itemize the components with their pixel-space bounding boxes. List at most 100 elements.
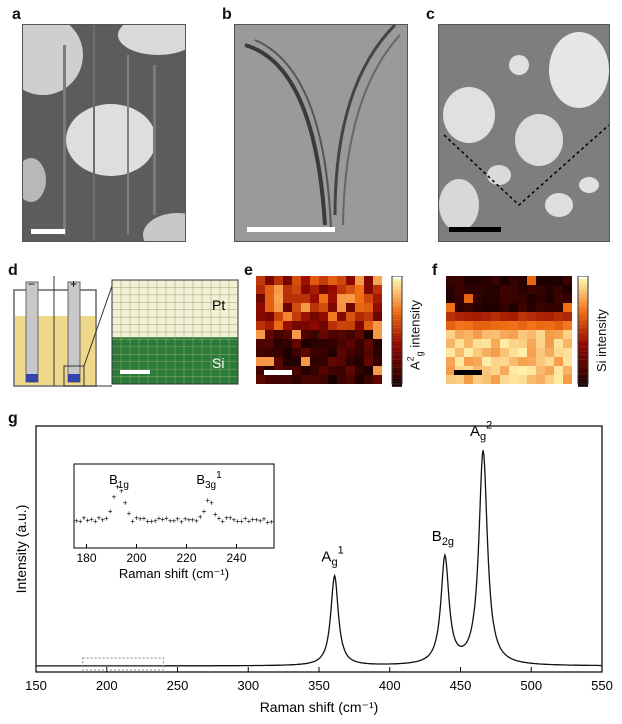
heatmap-e-cell: [319, 357, 328, 366]
colorbar-f-segment: [578, 278, 588, 282]
raman-spectrum-chart: 150 200 250 300 350 400 450 500 550 Raman shift (…: [13, 420, 613, 715]
colorbar-e-segment: [392, 348, 402, 352]
colorbar-f-segment: [578, 332, 588, 336]
heatmap-f-cell: [536, 348, 545, 357]
tem-image-b-drawing: [235, 25, 407, 241]
heatmap-f-cell: [464, 321, 473, 330]
inset-data-point: +: [115, 482, 120, 491]
heatmap-f-cell: [446, 357, 455, 366]
heatmap-f-cell: [482, 330, 491, 339]
heatmap-e-cell: [328, 339, 337, 348]
peak-label-1: B2g: [432, 528, 454, 548]
heatmap-f-cell: [464, 348, 473, 357]
heatmap-e-cell: [274, 303, 283, 312]
heatmap-f-cell: [491, 294, 500, 303]
colorbar-f-segment: [578, 305, 588, 309]
heatmap-f-cell: [446, 294, 455, 303]
colorbar-e-segment: [392, 375, 402, 379]
inset-data-point: +: [164, 514, 169, 523]
heatmap-e-cell: [256, 375, 265, 384]
heatmap-f-cell: [491, 276, 500, 285]
heatmap-e-cell: [364, 321, 373, 330]
tem-image-c: [438, 24, 610, 242]
inset-data-point: +: [74, 516, 79, 525]
label-pt: Pt: [212, 297, 225, 313]
heatmap-f-cell: [446, 366, 455, 375]
colorbar-f-segment: [578, 373, 588, 376]
heatmap-f-cell: [518, 375, 527, 384]
heatmap-e-cell: [337, 375, 346, 384]
heatmap-e-cell: [310, 321, 319, 330]
heatmap-f-cell: [500, 348, 509, 357]
heatmap-f-cell: [545, 312, 554, 321]
inset-data-point: +: [254, 515, 259, 524]
colorbar-label-e: A2g intensity: [406, 299, 425, 370]
heatmap-e-cell: [346, 276, 355, 285]
inset-data-point: +: [217, 514, 222, 523]
heatmap-e-cell: [292, 312, 301, 321]
heatmap-f-cell: [446, 312, 455, 321]
colorbar-f-segment: [578, 303, 588, 306]
colorbar-f-segment: [578, 338, 588, 341]
colorbar-e-segment: [392, 335, 402, 339]
colorbar-f-segment: [578, 311, 588, 314]
scale-bar-a: [31, 229, 65, 234]
heatmap-f-cell: [563, 375, 572, 384]
heatmap-f-cell: [455, 285, 464, 294]
inset-data-point: +: [198, 512, 203, 521]
inset-data-point: +: [179, 518, 184, 527]
inset-data-point: +: [250, 515, 255, 524]
inset-data-point: +: [138, 514, 143, 523]
plus-sign: +: [70, 277, 77, 291]
heatmap-f-cell: [500, 303, 509, 312]
colorbar-e-segment: [392, 294, 402, 298]
colorbar-f-segment: [578, 365, 588, 368]
heatmap-e-cell: [355, 294, 364, 303]
minus-sign: −: [28, 277, 35, 291]
heatmap-f-cell: [464, 294, 473, 303]
colorbar-e-segment: [392, 370, 402, 374]
heatmap-e-cell: [364, 303, 373, 312]
heatmap-f-cell: [464, 285, 473, 294]
heatmap-f-cell: [446, 303, 455, 312]
colorbar-f-segment: [578, 292, 588, 295]
heatmap-f-cell: [563, 294, 572, 303]
heatmap-f-cell: [563, 339, 572, 348]
heatmap-e-cell: [274, 321, 283, 330]
heatmap-f-cell: [482, 366, 491, 375]
colorbar-f-segment: [578, 359, 588, 363]
heatmap-e-cell: [373, 339, 382, 348]
heatmap-e-cell: [364, 312, 373, 321]
heatmap-f-cell: [455, 294, 464, 303]
heatmap-f-cell: [527, 375, 536, 384]
colorbar-e-segment: [392, 357, 402, 360]
heatmap-f-cell: [509, 294, 518, 303]
scale-bar-c: [449, 227, 501, 232]
heatmap-e-cell: [265, 348, 274, 357]
heatmap-f-cell: [518, 357, 527, 366]
heatmap-f-cell: [446, 339, 455, 348]
inset-data-point: +: [228, 514, 233, 523]
y-axis-label: Intensity (a.u.): [13, 505, 29, 594]
colorbar-e-segment: [392, 354, 402, 358]
heatmap-f-cell: [491, 303, 500, 312]
heatmap-e-cell: [373, 348, 382, 357]
colorbar-f: [577, 276, 589, 387]
heatmap-f-cell: [509, 339, 518, 348]
inset-data-point: +: [243, 514, 248, 523]
heatmap-f-cell: [446, 348, 455, 357]
heatmap-f-cell: [500, 285, 509, 294]
inset-tick-label: 180: [76, 551, 96, 565]
heatmap-e-cell: [319, 303, 328, 312]
heatmap-e-cell: [337, 339, 346, 348]
heatmap-e-cell: [355, 357, 364, 366]
inset-data-point: +: [93, 517, 98, 526]
heatmap-f-cell: [482, 348, 491, 357]
heatmap-f-cell: [527, 294, 536, 303]
inset-data-point: +: [194, 516, 199, 525]
heatmap-e-cell: [346, 330, 355, 339]
heatmap-e-cell: [373, 294, 382, 303]
heatmap-e-cell: [274, 312, 283, 321]
heatmap-f-cell: [563, 321, 572, 330]
x-tick-label: 550: [591, 678, 613, 693]
